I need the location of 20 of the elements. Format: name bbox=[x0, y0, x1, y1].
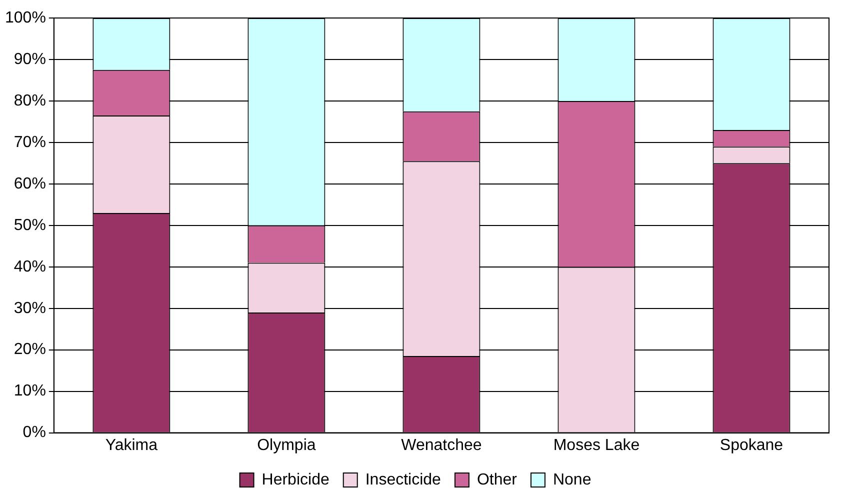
x-tick-label: Yakima bbox=[105, 436, 158, 454]
y-tick-label: 30% bbox=[14, 300, 46, 317]
legend-label: Insecticide bbox=[365, 471, 442, 488]
y-tick-label: 50% bbox=[14, 216, 46, 234]
y-tick-label: 90% bbox=[14, 50, 46, 68]
x-tick-label: Spokane bbox=[720, 436, 784, 454]
y-tick-label: 70% bbox=[14, 134, 46, 151]
y-tick-label: 10% bbox=[14, 382, 46, 400]
y-tick-label: 0% bbox=[22, 424, 46, 442]
x-tick-label: Wenatchee bbox=[401, 436, 482, 454]
x-tick-label: Moses Lake bbox=[553, 436, 640, 454]
x-tick-label: Olympia bbox=[257, 436, 316, 454]
y-tick-label: 80% bbox=[14, 92, 46, 110]
legend-label: Herbicide bbox=[262, 471, 330, 488]
y-tick-label: 40% bbox=[14, 258, 46, 276]
y-tick-label: 100% bbox=[5, 9, 46, 26]
y-tick-label: 60% bbox=[14, 175, 46, 192]
y-tick-label: 20% bbox=[14, 341, 46, 358]
legend-label: Other bbox=[476, 471, 518, 488]
legend-label: None bbox=[552, 471, 592, 488]
